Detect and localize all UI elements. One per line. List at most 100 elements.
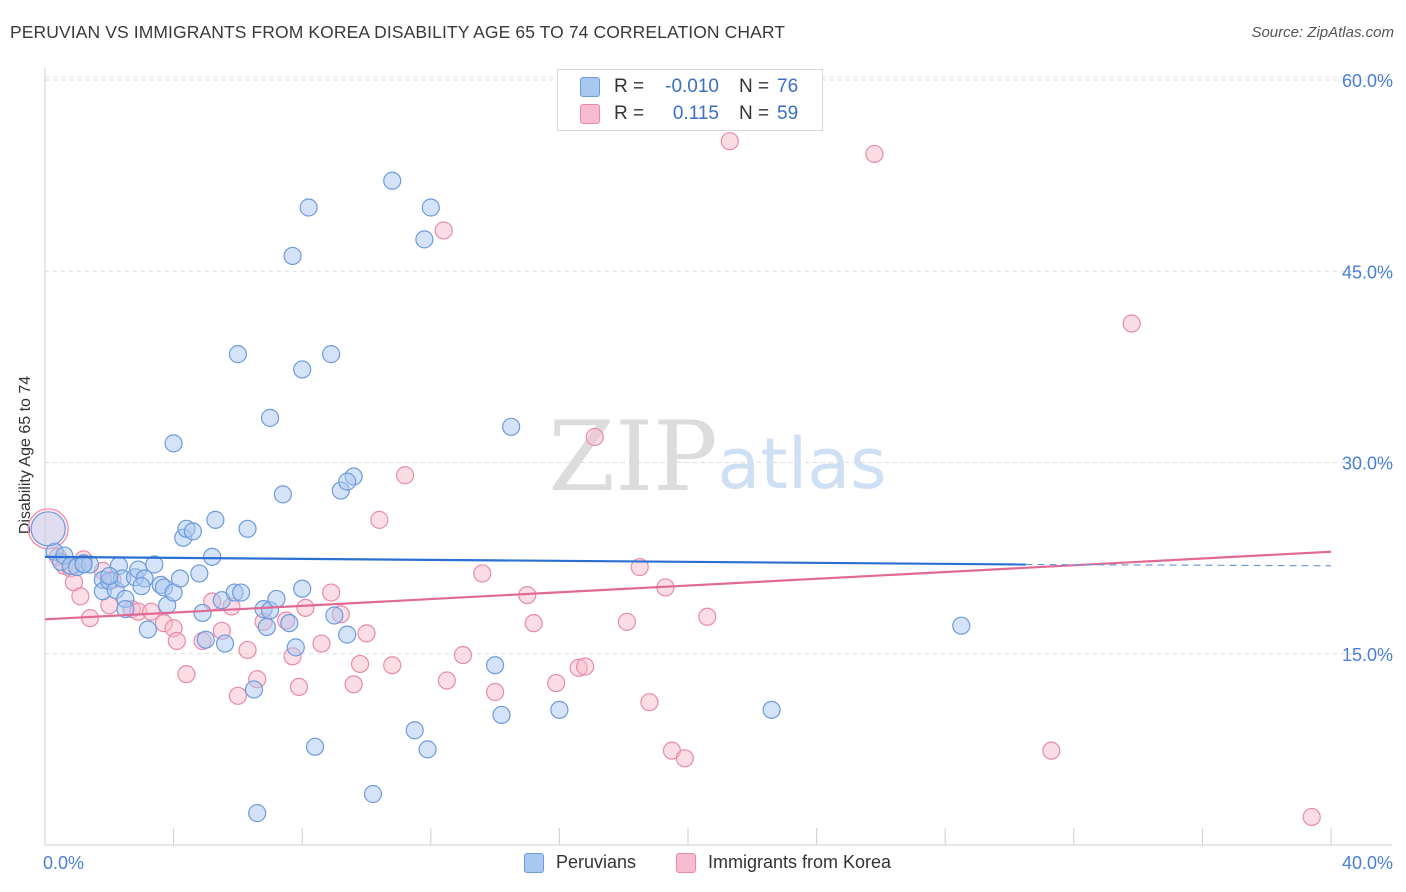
korea-point xyxy=(370,510,389,529)
peruvian-point xyxy=(183,522,202,541)
korea-point xyxy=(524,614,543,633)
legend-row-peruvians: R = -0.010 N = 76 xyxy=(580,75,798,99)
watermark-zip: ZIP xyxy=(548,401,717,513)
peruvian-point xyxy=(145,555,164,574)
peruvian-point xyxy=(257,617,276,637)
peruvian-point xyxy=(418,740,437,759)
korea-point xyxy=(350,654,370,674)
peruvian-point xyxy=(286,638,305,657)
legend-label: Immigrants from Korea xyxy=(708,852,892,872)
source-label: Source: ZipAtlas.com xyxy=(1251,24,1394,41)
korea-point xyxy=(238,640,257,660)
korea-point xyxy=(617,612,637,631)
korea-point xyxy=(547,673,566,693)
n-label: N = xyxy=(739,76,770,97)
x-tick-label: 0.0% xyxy=(43,853,84,873)
korea-swatch xyxy=(676,852,696,873)
peruvian-point xyxy=(383,171,402,190)
y-tick-label: 60.0% xyxy=(1342,71,1393,91)
n-value: 59 xyxy=(777,103,799,124)
legend-item-peruvians[interactable]: Peruvians xyxy=(524,852,636,873)
series-legend: Peruvians Immigrants from Korea xyxy=(0,852,1406,878)
axes xyxy=(44,68,1392,846)
peruvian-point xyxy=(138,620,157,639)
korea-point xyxy=(344,675,363,694)
peruvian-point xyxy=(325,606,344,625)
peruvian-point xyxy=(283,246,302,266)
peruvian-point xyxy=(232,583,251,602)
peruvian-point-large xyxy=(30,511,66,547)
korea-point xyxy=(167,631,186,651)
peruvian-point xyxy=(170,569,190,588)
peruvian-trend-extension xyxy=(1025,563,1332,567)
legend-row-korea: R = 0.115 N = 59 xyxy=(580,102,798,126)
korea-point xyxy=(473,564,492,583)
korea-point xyxy=(434,221,453,240)
peruvian-point xyxy=(267,589,286,609)
korea-point xyxy=(698,607,717,626)
peruvian-point xyxy=(421,198,440,217)
correlation-legend: R = -0.010 N = 76 R = 0.115 N = 59 xyxy=(557,69,823,131)
peruvian-point xyxy=(363,784,383,804)
peruvian-point xyxy=(238,519,257,538)
peruvian-point xyxy=(550,700,569,719)
peruvian-point xyxy=(132,577,151,596)
peruvian-point xyxy=(193,603,212,623)
peruvian-point xyxy=(273,485,293,504)
peruvian-point xyxy=(280,614,299,633)
korea-point xyxy=(1042,741,1061,760)
korea-point xyxy=(141,602,161,621)
peruvian-point xyxy=(762,700,781,719)
r-label: R = xyxy=(614,103,645,124)
korea-point xyxy=(289,677,309,697)
peruvians-swatch xyxy=(580,77,600,97)
peruvian-point xyxy=(338,625,357,644)
peruvians-swatch xyxy=(524,852,544,873)
peruvian-point xyxy=(215,634,235,653)
korea-point xyxy=(486,682,505,702)
peruvian-point xyxy=(293,360,312,379)
korea-point xyxy=(1122,314,1141,333)
peruvian-point xyxy=(305,737,325,756)
peruvian-point xyxy=(260,408,280,427)
watermark: ZIP atlas xyxy=(548,401,886,513)
korea-trend-line xyxy=(44,550,1332,621)
peruvian-point xyxy=(244,680,264,699)
peruvian-point xyxy=(338,472,357,491)
korea-point xyxy=(383,656,402,675)
peruvian-point xyxy=(248,804,267,823)
r-label: R = xyxy=(614,76,645,97)
peruvian-trend-line xyxy=(44,555,1026,566)
peruvian-point xyxy=(486,656,505,675)
peruvian-point xyxy=(196,630,215,649)
y-tick-label: 30.0% xyxy=(1342,454,1393,474)
peruvian-point xyxy=(299,198,318,217)
r-value: 0.115 xyxy=(672,103,719,124)
korea-point xyxy=(576,657,595,676)
tick-labels: 15.0% 30.0% 45.0% 60.0% 0.0% 40.0% xyxy=(43,71,1393,873)
chart-title: PERUVIAN VS IMMIGRANTS FROM KOREA DISABI… xyxy=(10,22,786,42)
korea-point xyxy=(720,132,739,151)
peruvian-point xyxy=(492,705,511,725)
korea-point xyxy=(395,466,415,485)
peruvian-point xyxy=(502,417,521,436)
korea-point xyxy=(296,598,315,617)
peruvian-point xyxy=(116,600,135,619)
peruvian-point xyxy=(322,345,341,364)
peruvian-point xyxy=(293,579,312,598)
korea-point xyxy=(437,671,456,690)
peruvian-point xyxy=(415,230,434,249)
korea-point xyxy=(585,427,604,447)
korea-point xyxy=(675,749,694,768)
peruvian-points xyxy=(30,171,971,823)
korea-point xyxy=(322,583,341,602)
korea-point xyxy=(312,634,331,653)
legend-item-korea[interactable]: Immigrants from Korea xyxy=(676,852,891,873)
y-tick-label: 45.0% xyxy=(1342,262,1393,282)
korea-point xyxy=(453,645,473,665)
peruvian-point xyxy=(228,345,247,364)
n-value: 76 xyxy=(777,76,799,97)
korea-point xyxy=(228,686,247,705)
korea-point xyxy=(630,557,649,577)
